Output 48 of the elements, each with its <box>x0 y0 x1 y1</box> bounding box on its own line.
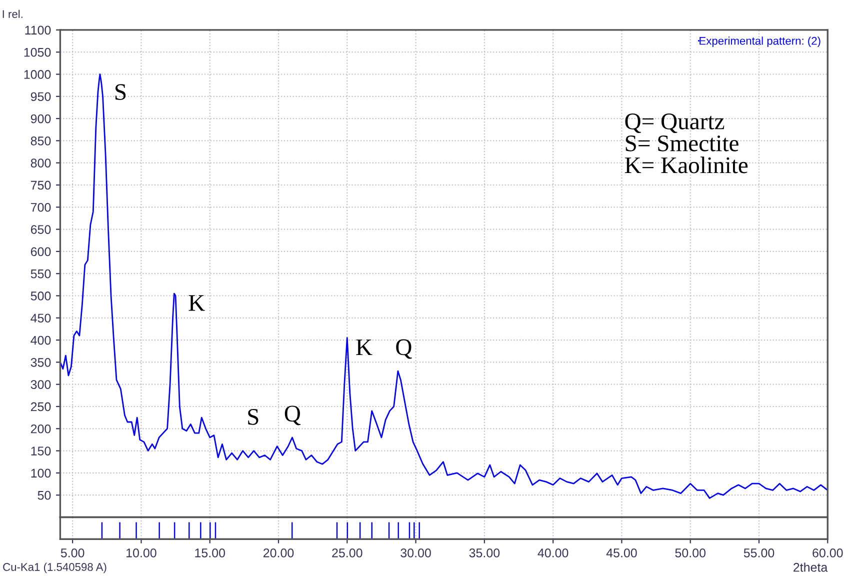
x-tick-label: 50.00 <box>675 548 706 558</box>
annotation: S= Smectite <box>626 135 738 152</box>
y-tick-label: 200 <box>30 424 51 434</box>
y-tick-label: 150 <box>31 446 51 456</box>
annotation: Q <box>284 406 301 426</box>
y-tick-label: 900 <box>30 114 51 124</box>
y-tick-label: 250 <box>30 402 51 412</box>
annotation: K <box>356 340 372 356</box>
y-tick-label: 550 <box>30 269 51 278</box>
annotation: Q <box>396 339 412 359</box>
y-tick-label: 500 <box>30 292 51 300</box>
y-tick-label: 1100 <box>25 26 51 35</box>
x-axis-title: 2theta <box>794 562 828 572</box>
y-tick-label: 1050 <box>24 48 51 57</box>
annotation: Q= Quartz <box>625 114 724 134</box>
y-tick-label: 650 <box>30 225 51 234</box>
line-series <box>60 74 828 499</box>
annotation: S <box>248 409 258 425</box>
y-tick-label: 300 <box>30 380 51 389</box>
text: Cu-Ka1 (1.540598 A) <box>3 562 106 574</box>
x-tick-label: 60.00 <box>812 548 843 558</box>
x-tick-label: 35.00 <box>469 548 500 558</box>
x-tick-label: 45.00 <box>606 548 637 558</box>
y-tick-label: 1000 <box>24 70 51 79</box>
y-axis-title: I rel. <box>2 10 22 18</box>
y-tick-label: 350 <box>30 358 51 367</box>
y-tick-label: 100 <box>31 468 51 478</box>
y-tick-label: 750 <box>30 180 51 190</box>
y-tick-label: 950 <box>30 92 51 102</box>
y-tick-label: 50 <box>38 490 51 500</box>
x-tick-label: 30.00 <box>400 548 431 558</box>
x-tick-label: 40.00 <box>538 548 568 558</box>
y-tick-label: 850 <box>30 136 51 146</box>
annotation: S <box>115 84 126 100</box>
legend-label: Experimental pattern: (2) <box>700 36 820 47</box>
y-tick-label: 600 <box>30 247 51 256</box>
y-tick-label: 700 <box>30 202 51 212</box>
y-tick-label: 800 <box>30 158 51 168</box>
x-tick-label: 55.00 <box>744 548 774 558</box>
x-tick-label: 20.00 <box>263 548 294 558</box>
x-tick-label: 15.00 <box>195 548 226 558</box>
x-tick-label: 5.00 <box>60 548 84 558</box>
y-tick-label: 400 <box>30 336 51 345</box>
annotation: K= Kaolinite <box>624 156 748 174</box>
x-tick-label: 10.00 <box>126 548 156 558</box>
x-tick-label: 25.00 <box>332 548 362 558</box>
y-tick-label: 450 <box>30 314 51 323</box>
annotation: K <box>188 295 205 311</box>
